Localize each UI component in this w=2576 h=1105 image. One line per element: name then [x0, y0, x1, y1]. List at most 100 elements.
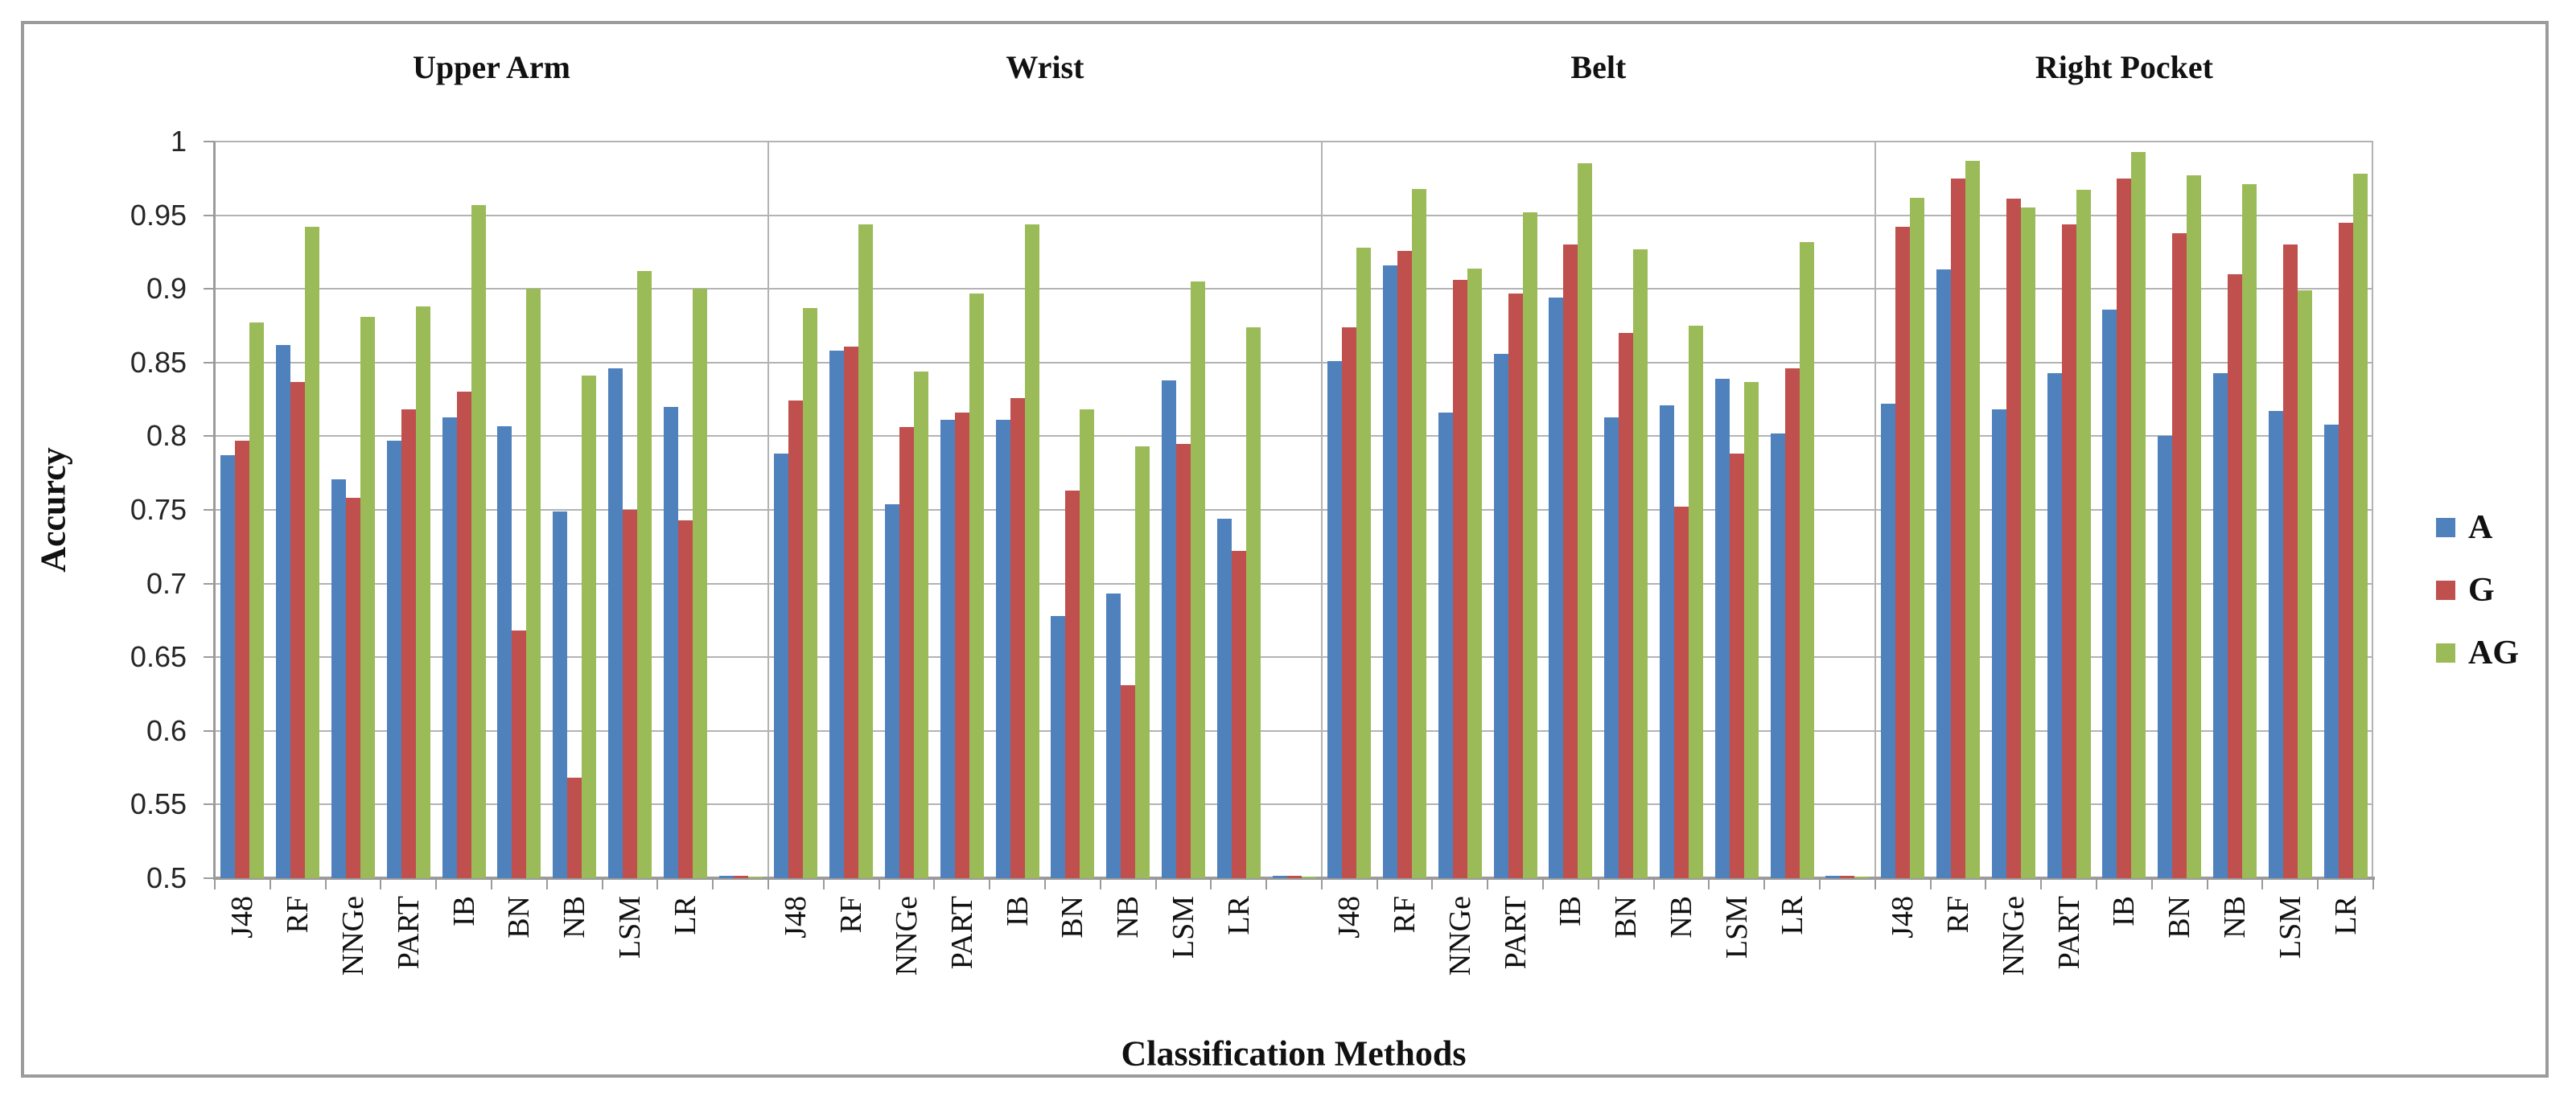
bar-wrist-ib-a	[995, 420, 1010, 878]
category-label-wrist-part: PART	[944, 896, 979, 970]
bar-right-pocket-part-a	[2047, 372, 2062, 878]
x-tick	[2096, 878, 2098, 889]
bar-wrist-part-g	[954, 413, 969, 878]
bar-belt-ib-g	[1563, 244, 1578, 878]
bar-belt-part-ag	[1522, 212, 1537, 878]
bar-wrist-lr-g	[1231, 551, 1246, 878]
bar-wrist-rf-ag	[858, 224, 874, 878]
x-tick	[1874, 878, 1876, 889]
bar-belt-lsm-ag	[1743, 381, 1759, 878]
bar-belt-nnge-a	[1438, 413, 1453, 878]
bar-wrist-bn-g	[1065, 491, 1080, 878]
bar-right-pocket-lr-a	[2323, 424, 2339, 878]
legend-label-ag: AG	[2468, 635, 2519, 672]
bar-belt-j48-ag	[1356, 247, 1372, 878]
bar-wrist-j48-g	[788, 401, 804, 878]
bar-wrist-ib-ag	[1024, 224, 1039, 878]
bar-belt-nnge-g	[1452, 280, 1467, 878]
bar-upper-arm-lsm-ag	[636, 271, 652, 878]
x-tick	[214, 878, 216, 889]
bar-upper-arm-lr-ag	[692, 289, 707, 878]
y-tick-label: 0.6	[146, 713, 187, 747]
x-tick	[435, 878, 438, 889]
y-tick-label: 0.7	[146, 566, 187, 600]
bar-wrist-lr-ag	[1245, 327, 1261, 878]
x-axis-line	[213, 877, 2375, 880]
category-label-belt-bn: BN	[1609, 896, 1644, 939]
y-tick-label: 0.5	[146, 861, 187, 894]
bar-upper-arm-part-g	[401, 409, 416, 878]
separator-bar-3-a	[1825, 876, 1841, 878]
category-label-right-pocket-j48: J48	[1886, 896, 1920, 939]
bar-right-pocket-nnge-ag	[2020, 207, 2035, 878]
category-label-wrist-rf: RF	[834, 896, 869, 934]
x-tick	[1708, 878, 1710, 889]
category-label-right-pocket-lr: LR	[2328, 896, 2363, 935]
x-tick	[1431, 878, 1434, 889]
x-tick	[545, 878, 548, 889]
bar-wrist-rf-g	[844, 346, 859, 878]
category-label-right-pocket-ib: IB	[2107, 896, 2142, 926]
bar-belt-nnge-ag	[1467, 268, 1482, 878]
bar-upper-arm-nnge-g	[345, 498, 360, 878]
y-axis-line	[213, 142, 216, 878]
x-tick	[1597, 878, 1599, 889]
bar-wrist-nnge-a	[884, 503, 899, 878]
bar-belt-rf-g	[1397, 250, 1413, 878]
bar-upper-arm-lr-g	[677, 520, 693, 878]
x-tick	[1265, 878, 1268, 889]
x-tick	[601, 878, 603, 889]
category-label-wrist-lr: LR	[1221, 896, 1256, 935]
x-tick	[1376, 878, 1378, 889]
bar-upper-arm-nb-g	[567, 778, 582, 878]
y-tick-label: 0.9	[146, 272, 187, 306]
y-tick-label: 0.85	[130, 345, 187, 379]
bar-upper-arm-ib-a	[442, 417, 457, 878]
gridline	[215, 288, 2373, 290]
bar-right-pocket-ib-ag	[2131, 151, 2146, 878]
bar-upper-arm-bn-g	[512, 631, 527, 878]
category-label-right-pocket-lsm: LSM	[2273, 896, 2307, 959]
category-label-wrist-nnge: NNGe	[889, 896, 924, 976]
legend-swatch-ag	[2436, 643, 2455, 663]
bar-wrist-j48-ag	[803, 308, 818, 878]
legend-swatch-g	[2436, 581, 2455, 600]
bar-belt-lr-a	[1770, 433, 1785, 878]
y-tick-label: 0.65	[130, 640, 187, 674]
bar-upper-arm-rf-a	[276, 344, 291, 878]
bar-upper-arm-nnge-ag	[360, 317, 375, 878]
legend-swatch-a	[2436, 518, 2455, 537]
bar-wrist-rf-a	[829, 351, 845, 878]
bar-belt-part-g	[1508, 293, 1523, 878]
x-axis-title: Classification Methods	[1121, 1033, 1467, 1074]
bar-upper-arm-lsm-a	[607, 368, 623, 878]
bar-belt-lsm-a	[1714, 378, 1730, 878]
separator-bar-3-ag	[1854, 877, 1870, 878]
x-tick	[2372, 878, 2374, 889]
section-divider	[1874, 142, 1876, 878]
bar-wrist-nb-ag	[1135, 446, 1150, 878]
category-label-belt-j48: J48	[1332, 896, 1367, 939]
bar-wrist-part-a	[940, 420, 955, 878]
bar-upper-arm-lr-a	[663, 406, 678, 878]
bar-upper-arm-nnge-a	[331, 479, 346, 878]
bar-wrist-ib-g	[1010, 397, 1025, 878]
bar-right-pocket-lsm-a	[2268, 411, 2283, 878]
x-tick	[1763, 878, 1766, 889]
bar-right-pocket-nb-g	[2228, 273, 2242, 878]
y-tick	[204, 729, 215, 732]
x-tick	[1154, 878, 1157, 889]
x-tick	[269, 878, 271, 889]
gridline	[215, 141, 2373, 142]
bar-wrist-bn-ag	[1080, 409, 1095, 878]
x-tick	[1320, 878, 1323, 889]
bar-wrist-nb-g	[1121, 685, 1136, 878]
category-label-upper-arm-rf: RF	[281, 896, 315, 934]
category-label-upper-arm-j48: J48	[225, 896, 260, 939]
bar-belt-bn-a	[1604, 417, 1619, 878]
bar-right-pocket-rf-ag	[1965, 160, 1981, 878]
x-tick	[1542, 878, 1545, 889]
bar-right-pocket-part-ag	[2076, 190, 2091, 878]
legend-item-g: G	[2436, 573, 2495, 608]
legend-label-a: A	[2468, 509, 2493, 546]
